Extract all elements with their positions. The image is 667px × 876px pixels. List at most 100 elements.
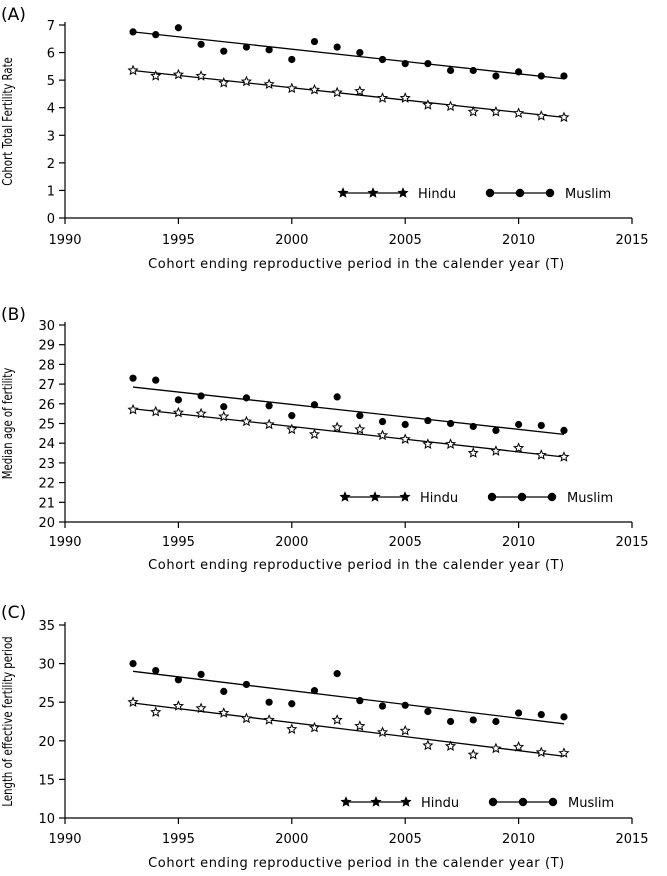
data-point-muslim [152, 376, 160, 384]
legend-marker-star [367, 187, 379, 198]
data-point-muslim [265, 402, 273, 410]
y-tick-label: 10 [38, 812, 55, 827]
x-tick-label: 1995 [162, 535, 195, 550]
data-point-muslim [424, 416, 432, 425]
x-tick-label: 1990 [48, 832, 81, 847]
x-tick-label: 1995 [162, 233, 195, 248]
data-point-hindu [422, 438, 434, 449]
legend-label-hindu: Hindu [421, 796, 459, 811]
data-point-hindu [422, 739, 434, 751]
data-point-muslim [469, 66, 477, 75]
data-point-hindu [376, 429, 389, 441]
data-point-muslim [129, 28, 137, 36]
legend-marker-circle [517, 492, 527, 502]
data-point-hindu [331, 421, 343, 433]
data-point-hindu [558, 111, 570, 123]
x-tick-label: 2000 [275, 233, 308, 248]
series-hindu [127, 696, 570, 760]
y-axis-title: Length of effective fertility period [0, 636, 15, 806]
data-point-hindu [399, 433, 411, 445]
data-point-muslim [242, 680, 251, 689]
y-tick-label: 15 [38, 773, 55, 788]
data-point-hindu [218, 410, 230, 422]
y-axis-title: Median age of fertility [0, 368, 15, 480]
data-point-muslim [515, 420, 523, 429]
data-point-hindu [513, 442, 525, 453]
data-point-muslim [515, 709, 523, 717]
y-tick-label: 1 [47, 184, 55, 199]
data-point-hindu [444, 438, 457, 449]
y-tick-label: 22 [38, 477, 55, 492]
legend-marker-circle [548, 797, 558, 807]
panel-label: (C) [1, 603, 26, 623]
data-point-hindu [376, 726, 389, 738]
y-tick-label: 21 [38, 496, 55, 511]
data-point-hindu [240, 75, 253, 87]
x-tick-label: 2015 [615, 233, 648, 248]
x-tick-label: 1990 [48, 535, 81, 550]
x-tick-label: 2000 [275, 832, 308, 847]
series-hindu [127, 403, 570, 462]
data-point-hindu [399, 92, 411, 103]
data-point-hindu [218, 77, 230, 88]
data-point-hindu [558, 451, 570, 462]
data-point-hindu [150, 706, 162, 717]
data-point-hindu [218, 707, 230, 718]
data-point-hindu [376, 92, 389, 103]
data-point-hindu [263, 418, 275, 430]
series-hindu [127, 64, 570, 123]
y-tick-label: 3 [47, 129, 55, 144]
data-point-muslim [242, 43, 251, 51]
y-tick-label: 27 [38, 378, 55, 393]
legend-label-muslim: Muslim [568, 796, 614, 811]
data-point-hindu [172, 700, 184, 711]
x-tick-label: 2010 [502, 535, 535, 550]
chart-panel-2: (B) 1990 1995 2000 2005 2010 2015 20 21 22 23 24 25 2… [0, 305, 649, 573]
data-point-muslim [174, 676, 182, 684]
data-point-muslim [129, 374, 137, 382]
data-point-muslim [469, 422, 477, 431]
data-point-hindu [535, 746, 547, 758]
data-point-hindu [444, 100, 457, 112]
trend-line-muslim [132, 386, 565, 435]
y-tick-label: 28 [38, 358, 55, 373]
legend: Hindu Muslim [337, 187, 611, 202]
data-point-muslim [265, 698, 273, 706]
data-point-muslim [401, 701, 409, 709]
data-point-muslim [378, 417, 387, 426]
y-tick-label: 5 [47, 74, 55, 89]
data-point-muslim [446, 66, 455, 75]
data-point-muslim [310, 37, 319, 46]
data-point-hindu [354, 720, 366, 731]
legend-marker-star [397, 187, 409, 198]
data-point-hindu [172, 68, 184, 80]
data-point-hindu [286, 423, 298, 435]
chart-panel-1: (A) 1990 1995 2000 2005 2010 2015 0 1 2 3 4 5 6 7 Cohor… [0, 5, 649, 272]
data-point-muslim [220, 403, 228, 411]
panel-label: (A) [1, 5, 26, 25]
y-tick-label: 6 [47, 47, 55, 62]
data-point-muslim [310, 401, 319, 409]
legend-marker-circle [485, 188, 495, 198]
data-point-hindu [535, 110, 547, 121]
data-point-muslim [492, 426, 500, 434]
x-tick-label: 2010 [502, 233, 535, 248]
x-tick-label: 1990 [48, 233, 81, 248]
data-point-hindu [513, 741, 525, 752]
data-point-hindu [263, 78, 275, 90]
y-tick-label: 29 [38, 339, 55, 354]
y-axis-title: Cohort Total Fertility Rate [0, 57, 15, 186]
y-tick-label: 25 [38, 696, 55, 711]
data-point-hindu [467, 105, 479, 117]
data-point-muslim [401, 60, 409, 68]
trend-line-muslim [132, 31, 565, 80]
x-tick-label: 2005 [389, 233, 422, 248]
y-tick-label: 20 [38, 516, 55, 531]
y-tick-label: 20 [38, 735, 55, 750]
data-point-muslim [220, 47, 228, 55]
legend-marker-circle [515, 188, 525, 198]
data-point-muslim [446, 717, 455, 726]
data-point-muslim [356, 412, 364, 420]
y-tick-label: 23 [38, 457, 55, 472]
data-point-hindu [127, 403, 139, 415]
